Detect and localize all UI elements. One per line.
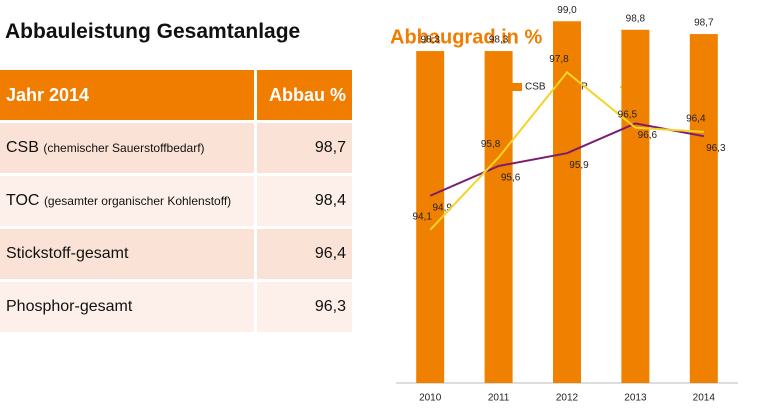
value-label: 98,3 bbox=[489, 35, 509, 46]
x-tick-label: 2010 bbox=[419, 393, 442, 404]
value-label: 96,5 bbox=[618, 109, 638, 120]
bar bbox=[484, 51, 513, 384]
cell-value: 98,7 bbox=[253, 120, 352, 175]
value-label: 95,6 bbox=[501, 173, 521, 184]
chart-title: Abbaugrad in % bbox=[390, 26, 542, 48]
line bbox=[429, 122, 704, 197]
x-tick-label: 2011 bbox=[488, 393, 510, 404]
bar bbox=[416, 51, 445, 384]
cell-value: 96,4 bbox=[253, 226, 352, 281]
row-note: (gesamter organischer Kohlenstoff) bbox=[43, 194, 232, 208]
column-header: Abbau % bbox=[255, 70, 352, 122]
table-row: TOC (gesamter organischer Kohlenstoff) 9… bbox=[0, 173, 352, 228]
line bbox=[429, 70, 704, 231]
cell-value: 98,4 bbox=[253, 173, 352, 228]
value-label: 94,9 bbox=[432, 202, 452, 213]
x-tick-label: 2012 bbox=[556, 393, 579, 404]
row-note: (chemischer Sauerstoffbedarf) bbox=[43, 141, 205, 155]
table-row: CSB (chemischer Sauerstoffbedarf) 98,7 bbox=[0, 120, 352, 175]
row-label: Stickstoff-gesamt bbox=[6, 245, 129, 262]
legend-label: CSB bbox=[525, 82, 546, 93]
row-label: TOC bbox=[6, 192, 40, 209]
value-label: 98,7 bbox=[694, 18, 714, 29]
legend-swatch bbox=[508, 83, 522, 91]
value-label: 94,1 bbox=[412, 211, 432, 222]
row-label: Phosphor-gesamt bbox=[6, 298, 133, 315]
chart: Abbaugrad in % 20102011201220132014CSBPN… bbox=[390, 5, 738, 404]
table: Jahr 2014 Abbau % CSB (chemischer Sauers… bbox=[0, 70, 352, 332]
value-label: 99,0 bbox=[557, 5, 577, 16]
cell: CSB (chemischer Sauerstoffbedarf) bbox=[0, 120, 256, 175]
x-tick-label: 2014 bbox=[693, 393, 716, 404]
bar bbox=[553, 21, 581, 384]
value-label: 95,9 bbox=[569, 160, 589, 171]
table-row: Stickstoff-gesamt 96,4 bbox=[0, 226, 352, 281]
cell: Phosphor-gesamt bbox=[0, 279, 256, 332]
cell-value: 96,3 bbox=[253, 279, 352, 332]
bar bbox=[689, 34, 718, 384]
table-header: Jahr 2014 Abbau % bbox=[0, 70, 352, 122]
bar bbox=[621, 29, 650, 384]
value-label: 98,3 bbox=[420, 35, 440, 46]
value-label: 96,6 bbox=[638, 130, 658, 141]
value-label: 96,3 bbox=[706, 143, 726, 154]
value-label: 98,8 bbox=[626, 13, 646, 24]
cell: Stickstoff-gesamt bbox=[0, 226, 256, 281]
table-row: Phosphor-gesamt 96,3 bbox=[0, 279, 352, 332]
page-title: Abbauleistung Gesamtanlage bbox=[5, 20, 301, 43]
cell: TOC (gesamter organischer Kohlenstoff) bbox=[0, 173, 256, 228]
column-header: Jahr 2014 bbox=[0, 70, 257, 122]
row-label: CSB bbox=[6, 139, 39, 156]
value-label: 95,8 bbox=[481, 139, 501, 150]
value-label: 96,4 bbox=[686, 114, 706, 125]
x-tick-label: 2013 bbox=[624, 393, 647, 404]
value-label: 97,8 bbox=[549, 54, 569, 65]
